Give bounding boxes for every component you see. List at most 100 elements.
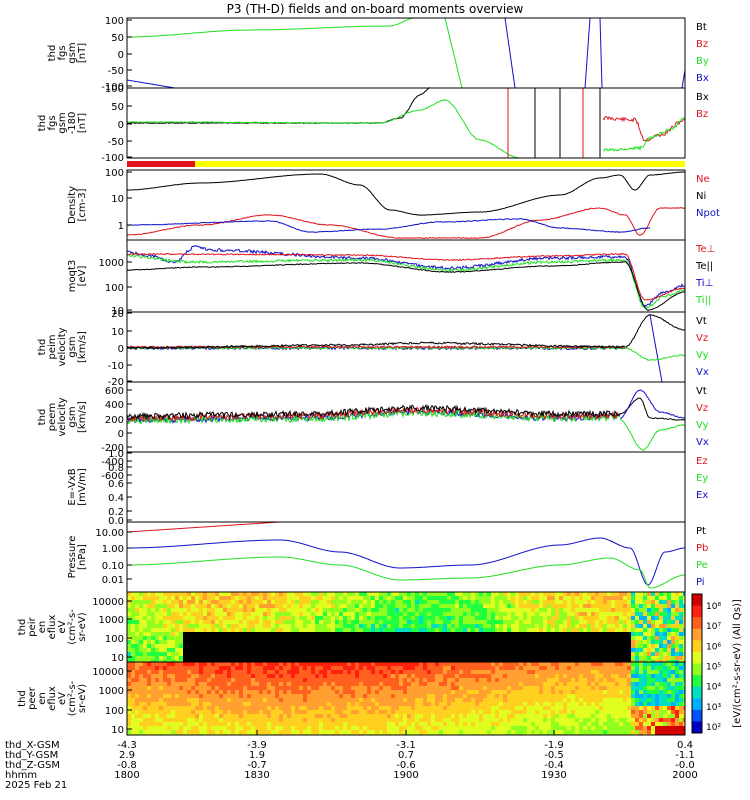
spectro-pixel xyxy=(291,624,295,628)
spectro-pixel xyxy=(287,662,291,666)
spectro-pixel xyxy=(527,678,531,682)
spectro-pixel xyxy=(383,612,387,616)
spectro-pixel xyxy=(291,686,295,690)
spectro-pixel xyxy=(247,682,251,686)
spectro-pixel xyxy=(627,662,631,666)
spectro-pixel xyxy=(635,674,639,678)
spectro-pixel xyxy=(303,662,307,666)
spectro-pixel xyxy=(515,628,519,632)
spectro-pixel xyxy=(655,620,659,624)
spectro-pixel xyxy=(427,600,431,604)
spectro-pixel xyxy=(239,694,243,698)
spectro-pixel xyxy=(231,636,235,640)
spectro-pixel xyxy=(399,620,403,624)
spectro-pixel xyxy=(679,644,683,648)
spectro-pixel xyxy=(287,656,291,660)
spectro-pixel xyxy=(347,648,351,652)
spectro-pixel xyxy=(427,612,431,616)
spectro-pixel xyxy=(535,644,539,648)
spectro-pixel xyxy=(235,718,239,722)
spectro-pixel xyxy=(651,624,655,628)
spectro-pixel xyxy=(615,678,619,682)
spectro-pixel xyxy=(603,698,607,702)
spectro-pixel xyxy=(159,612,163,616)
spectro-pixel xyxy=(159,648,163,652)
spectro-pixel xyxy=(259,666,263,670)
spectro-pixel xyxy=(207,620,211,624)
spectro-pixel xyxy=(259,652,263,656)
spectro-pixel xyxy=(195,730,199,734)
spectro-pixel xyxy=(443,644,447,648)
spectro-pixel xyxy=(351,620,355,624)
spectro-pixel xyxy=(175,706,179,710)
spectro-pixel xyxy=(587,648,591,652)
spectro-pixel xyxy=(383,662,387,666)
spectro-pixel xyxy=(195,608,199,612)
spectro-pixel xyxy=(559,694,563,698)
spectro-pixel xyxy=(327,678,331,682)
spectro-pixel xyxy=(499,730,503,734)
spectro-pixel xyxy=(335,608,339,612)
spectro-pixel xyxy=(187,592,191,596)
spectro-pixel xyxy=(239,608,243,612)
spectro-pixel xyxy=(607,730,611,734)
spectro-pixel xyxy=(579,690,583,694)
spectro-pixel xyxy=(155,674,159,678)
spectro-pixel xyxy=(303,730,307,734)
spectro-pixel xyxy=(467,596,471,600)
spectro-pixel xyxy=(431,596,435,600)
spectro-pixel xyxy=(491,628,495,632)
spectro-pixel xyxy=(279,678,283,682)
spectro-pixel xyxy=(635,632,639,636)
spectro-pixel xyxy=(603,666,607,670)
spectro-pixel xyxy=(143,682,147,686)
spectro-pixel xyxy=(495,722,499,726)
spectro-pixel xyxy=(539,636,543,640)
spectro-pixel xyxy=(479,714,483,718)
spectro-pixel xyxy=(615,644,619,648)
spectro-pixel xyxy=(303,694,307,698)
spectro-pixel xyxy=(355,652,359,656)
spectro-pixel xyxy=(359,686,363,690)
spectro-pixel xyxy=(647,644,651,648)
spectro-pixel xyxy=(643,624,647,628)
spectro-pixel xyxy=(583,730,587,734)
spectro-pixel xyxy=(607,612,611,616)
spectro-pixel xyxy=(395,726,399,730)
spectro-pixel xyxy=(191,714,195,718)
spectro-pixel xyxy=(251,624,255,628)
spectro-pixel xyxy=(271,666,275,670)
spectro-pixel xyxy=(347,674,351,678)
spectro-pixel xyxy=(479,662,483,666)
spectro-pixel xyxy=(347,612,351,616)
spectro-pixel xyxy=(479,648,483,652)
spectro-pixel xyxy=(271,624,275,628)
spectro-pixel xyxy=(143,690,147,694)
spectro-pixel xyxy=(291,656,295,660)
spectro-pixel xyxy=(187,636,191,640)
spectro-pixel xyxy=(231,670,235,674)
spectro-pixel xyxy=(535,624,539,628)
spectro-pixel xyxy=(631,698,635,702)
spectro-pixel xyxy=(635,686,639,690)
spectro-pixel xyxy=(435,596,439,600)
spectro-pixel xyxy=(395,686,399,690)
spectro-pixel xyxy=(667,632,671,636)
spectro-pixel xyxy=(399,624,403,628)
spectro-pixel xyxy=(675,624,679,628)
spectro-pixel xyxy=(151,616,155,620)
spectro-pixel xyxy=(359,682,363,686)
spectro-pixel xyxy=(291,726,295,730)
spectro-pixel xyxy=(555,670,559,674)
spectro-pixel xyxy=(655,604,659,608)
spectro-pixel xyxy=(395,722,399,726)
spectro-pixel xyxy=(263,706,267,710)
spectro-pixel xyxy=(383,730,387,734)
spectro-pixel xyxy=(195,656,199,660)
spectro-pixel xyxy=(403,624,407,628)
spectro-pixel xyxy=(463,702,467,706)
spectro-pixel xyxy=(455,608,459,612)
spectro-pixel xyxy=(251,698,255,702)
spectro-pixel xyxy=(571,608,575,612)
spectro-pixel xyxy=(379,698,383,702)
